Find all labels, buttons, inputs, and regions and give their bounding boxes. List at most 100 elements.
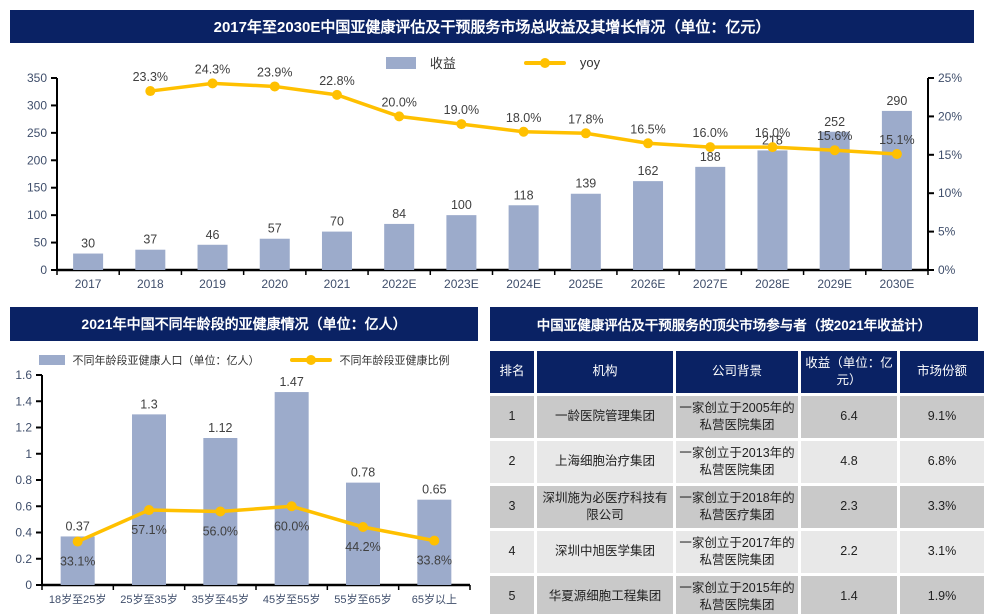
line-value-label: 17.8% [568,112,603,126]
age-ratio-line-legend-swatch [289,354,332,366]
bar-value-label: 252 [824,115,845,129]
table-cell: 3 [490,485,534,528]
table-header-cell: 市场份额 [900,351,984,393]
y-axis-tick-label: 250 [27,126,47,140]
revenue-bar [321,231,352,270]
age-bar-legend-swatch [38,355,65,365]
x-axis-category-label: 2030E [880,277,915,291]
y-axis-tick-label: 150 [27,181,47,195]
yoy-line [75,504,437,544]
table-cell: 6.4 [801,395,897,438]
bar-value-label: 100 [451,198,472,212]
line-value-label: 60.0% [274,519,309,533]
bar-value-label: 118 [514,188,534,202]
market-table-title: 中国亚健康评估及干预服务的顶尖市场参与者（按2021年收益计） [490,307,978,341]
line-marker [144,505,154,516]
table-row: 5 华夏源细胞工程集团 一家创立于2015年的私营医院集团 1.4 1.9% [490,575,984,614]
x-axis-category-label: 45岁至55岁 [263,592,320,606]
table-header-cell: 收益（单位：亿元） [801,351,897,393]
table-cell: 一家创立于2013年的私营医院集团 [676,440,798,483]
table-cell: 1 [490,395,534,438]
line-value-label: 22.8% [319,74,354,88]
yoy-legend-label: yoy [579,55,601,70]
table-cell: 4.8 [801,440,897,483]
y-axis-tick-label: 1.2 [15,421,32,435]
line-marker [215,506,226,517]
x-axis-category-label: 2019 [199,277,226,291]
table-header-cell: 排名 [490,351,534,393]
revenue-bar [346,482,380,585]
line-marker [829,145,840,156]
revenue-bar [570,193,601,270]
line-marker [580,128,591,139]
revenue-bar [633,181,664,270]
line-value-label: 20.0% [381,95,416,109]
y2-axis-tick-label: 20% [938,109,962,123]
revenue-bar [881,110,912,271]
line-value-label: 23.3% [133,70,168,84]
line-marker [394,111,405,122]
y-axis-tick-label: 0.4 [15,526,32,540]
table-row: 1 一龄医院管理集团 一家创立于2005年的私营医院集团 6.4 9.1% [490,395,984,438]
table-cell: 2.2 [801,530,897,573]
line-value-label: 33.1% [60,555,95,569]
line-marker [207,78,218,89]
table-row: 3 深圳施为必医疗科技有限公司 一家创立于2018年的私营医疗集团 2.3 3.3% [490,485,984,528]
age-chart-legend: 不同年龄段亚健康人口（单位：亿人） 不同年龄段亚健康比例 [10,352,478,368]
bar-value-label: 188 [700,150,721,164]
line-marker [286,501,297,512]
table-row: 4 深圳中旭医学集团 一家创立于2017年的私营医院集团 2.2 3.1% [490,530,984,573]
bar-value-label: 84 [392,207,406,221]
x-axis-category-label: 2020 [261,277,288,291]
line-marker [429,535,440,546]
x-axis-category-label: 25岁至35岁 [120,592,177,606]
revenue-bar [508,205,539,270]
y2-axis-tick-label: 0% [938,263,956,277]
market-players-table: 排名 机构 公司背景 收益（单位：亿元） 市场份额 1 一龄医院管理集团 一家创立于2005… [487,348,986,614]
age-population-legend-label: 不同年龄段亚健康人口（单位：亿人） [72,355,260,367]
bar-value-label: 218 [762,133,783,147]
y-axis-tick-label: 350 [27,71,47,85]
line-marker [643,138,654,149]
line-marker [705,142,716,153]
x-axis-category-label: 2023E [444,277,479,291]
x-axis-category-label: 2022E [382,277,417,291]
y-axis-tick-label: 1.4 [15,394,32,408]
table-header-cell: 机构 [537,351,673,393]
bar-value-label: 30 [81,237,95,251]
line-value-label: 33.8% [417,554,452,568]
y-axis-tick-label: 300 [27,98,47,112]
table-cell: 3.3% [900,485,984,528]
y-axis-tick-label: 0 [40,263,47,277]
table-cell: 3.1% [900,530,984,573]
age-chart-title: 2021年中国不同年龄段的亚健康情况（单位：亿人） [10,307,478,341]
x-axis-category-label: 65岁以上 [412,592,457,606]
x-axis-category-label: 2024E [506,277,541,291]
x-axis-category-label: 2017 [75,277,102,291]
x-axis-category-label: 2026E [631,277,666,291]
top-chart-legend: 收益 yoy [0,53,986,72]
table-header: 排名 机构 公司背景 收益（单位：亿元） 市场份额 [490,351,984,393]
table-cell: 1.4 [801,575,897,614]
revenue-growth-chart: 0 50 100 150 200 250 300 350 0% 5% 10% 15% 20% 25% 201… [27,62,962,291]
age-ratio-legend-label: 不同年龄段亚健康比例 [339,355,450,367]
x-axis-category-label: 2021 [324,277,351,291]
revenue-legend-label: 收益 [429,56,456,71]
line-value-label: 15.1% [879,133,914,147]
line-value-label: 24.3% [195,62,230,76]
y-axis-tick-label: 1.6 [15,368,32,382]
line-value-label: 57.1% [131,523,166,537]
y2-axis-tick-label: 5% [938,225,956,239]
line-value-label: 44.2% [345,540,380,554]
bar-value-label: 1.12 [208,421,232,435]
table-header-cell: 公司背景 [676,351,798,393]
line-value-label: 15.6% [817,129,852,143]
table-cell: 2 [490,440,534,483]
line-marker [891,149,902,160]
table-cell: 9.1% [900,395,984,438]
table-cell: 一家创立于2017年的私营医院集团 [676,530,798,573]
revenue-bar-legend-swatch [385,56,416,69]
bar-value-label: 139 [575,177,596,191]
table-cell: 一龄医院管理集团 [537,395,673,438]
